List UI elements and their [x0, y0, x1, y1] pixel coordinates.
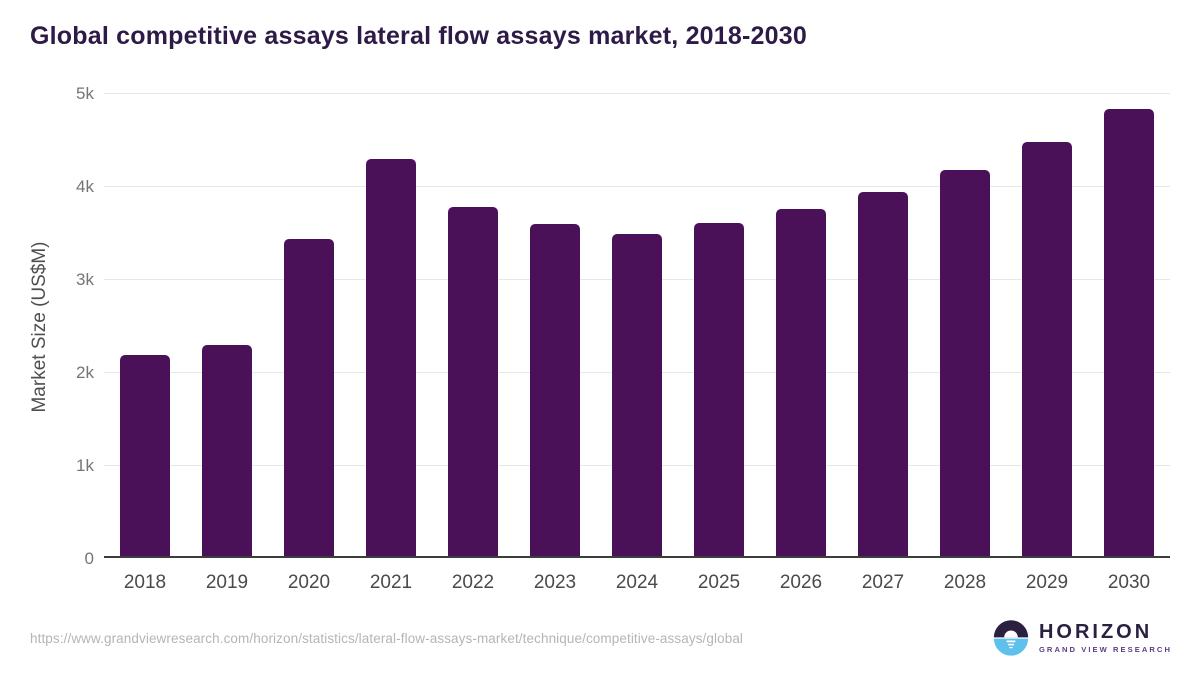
- bar-2020: [284, 238, 334, 556]
- horizon-logo: HORIZON GRAND VIEW RESEARCH: [992, 619, 1172, 657]
- gridline: [104, 92, 1170, 94]
- x-tick-label: 2028: [943, 572, 987, 593]
- x-tick-label: 2022: [451, 572, 495, 593]
- y-tick-label: 3k: [76, 270, 94, 289]
- page-title: Global competitive assays lateral flow a…: [30, 22, 807, 50]
- x-tick-label: 2020: [287, 572, 331, 593]
- bar-2023: [530, 224, 580, 556]
- y-tick-label: 2k: [76, 363, 94, 382]
- x-tick-label: 2018: [123, 572, 167, 593]
- logo-brand: HORIZON: [1038, 621, 1153, 643]
- x-tick-label: 2027: [861, 572, 905, 593]
- bar-2022: [448, 207, 498, 556]
- bar-2024: [612, 234, 662, 556]
- plot-area: [104, 92, 1170, 558]
- x-tick-label: 2023: [533, 572, 577, 593]
- logo-text: HORIZON GRAND VIEW RESEARCH: [1039, 622, 1172, 654]
- bar-2019: [202, 344, 252, 556]
- x-tick-label: 2019: [205, 572, 249, 593]
- bar-2021: [366, 158, 416, 556]
- y-tick-label: 4k: [76, 177, 94, 196]
- y-tick-label: 0: [84, 549, 94, 568]
- x-tick-label: 2029: [1025, 572, 1069, 593]
- bar-2018: [120, 355, 170, 556]
- bar-2027: [858, 192, 908, 556]
- horizon-sun-icon: [992, 619, 1030, 657]
- x-tick-label: 2021: [369, 572, 413, 593]
- bar-2028: [940, 170, 990, 556]
- source-url: https://www.grandviewresearch.com/horizo…: [30, 631, 744, 646]
- bar-2025: [694, 223, 744, 556]
- bar-2026: [776, 209, 826, 556]
- logo-tagline: GRAND VIEW RESEARCH: [1038, 645, 1172, 654]
- x-tick-label: 2030: [1107, 572, 1151, 593]
- bar-2030: [1104, 108, 1154, 556]
- bar-2029: [1022, 142, 1072, 556]
- y-tick-label: 1k: [76, 456, 94, 475]
- x-tick-label: 2025: [697, 572, 741, 593]
- gridline: [104, 185, 1170, 187]
- y-tick-label: 5k: [76, 84, 94, 103]
- x-tick-label: 2026: [779, 572, 823, 593]
- x-tick-label: 2024: [615, 572, 659, 593]
- y-axis-title: Market Size (US$M): [29, 241, 50, 413]
